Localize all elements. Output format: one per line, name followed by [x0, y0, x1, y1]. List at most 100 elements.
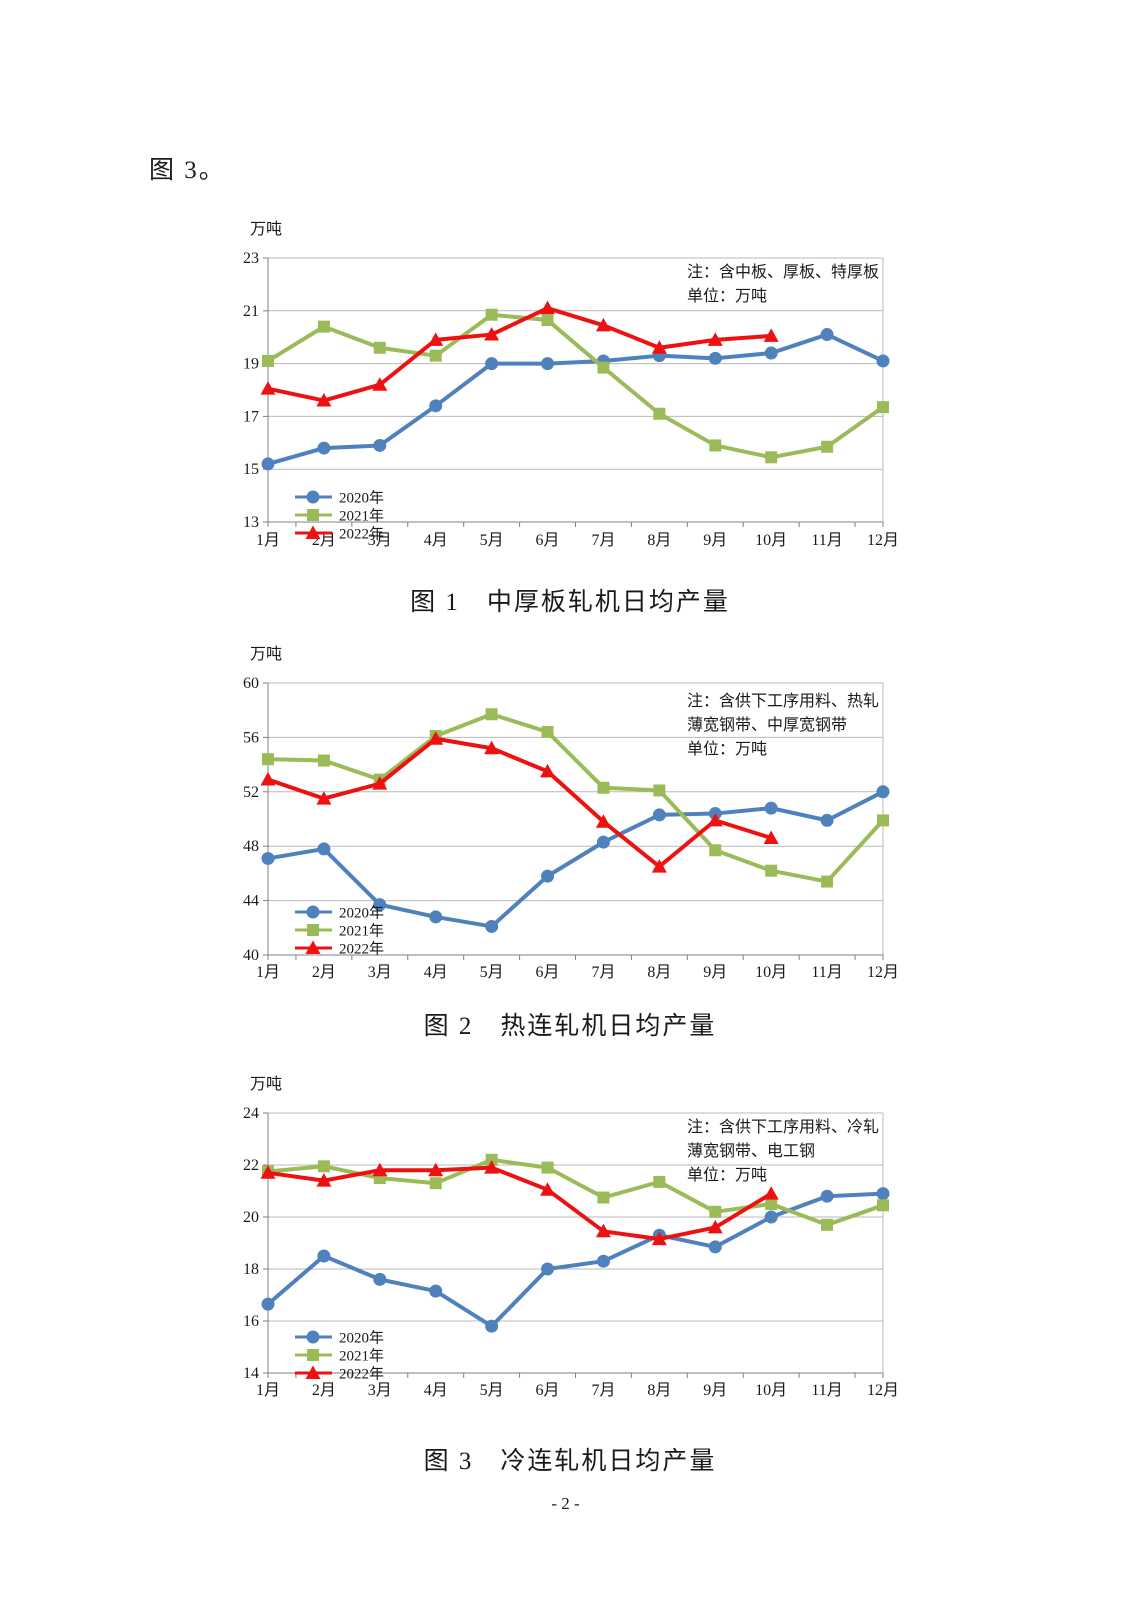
data-point-2022年 — [372, 1162, 388, 1177]
series-line-2021年 — [266, 1157, 885, 1227]
data-point-2021年 — [821, 1218, 834, 1231]
x-tick-label: 12月 — [867, 964, 899, 981]
data-point-2020年 — [876, 1187, 890, 1201]
data-point-2022年 — [484, 327, 500, 341]
data-point-2021年 — [765, 864, 778, 877]
data-point-2021年 — [541, 314, 554, 327]
data-point-2020年 — [764, 346, 778, 360]
x-tick-label: 12月 — [867, 1382, 899, 1399]
legend-marker-2020年 — [306, 490, 320, 504]
x-tick-label: 10月 — [755, 532, 787, 549]
x-tick-label: 9月 — [703, 1382, 727, 1399]
data-point-2022年 — [707, 812, 723, 827]
chart-note-line: 注：含中板、厚板、特厚板 — [687, 263, 879, 281]
x-tick-label: 8月 — [647, 532, 671, 549]
figure-3-cold-strip-mill-chart: 万吨 24 22 20 18 16 14 1月 2月 3月 4月 5月 6月 7月 8月 9月 10月 11月 12… — [225, 1065, 915, 1410]
x-tick-label: 3月 — [368, 532, 392, 549]
data-point-2020年 — [485, 357, 499, 371]
data-point-2022年 — [651, 340, 667, 354]
figure-1-medium-plate-mill-chart: 万吨 23 21 19 17 15 13 1月 2月 3月 4月 5月 6月 7月 8月 9月 10月 11月 12… — [225, 215, 915, 567]
x-tick-label: 6月 — [536, 964, 560, 981]
data-point-2021年 — [485, 708, 498, 721]
data-point-2020年 — [317, 842, 331, 856]
chart-note-line: 单位：万吨 — [687, 287, 767, 305]
data-point-2022年 — [484, 1160, 500, 1174]
series-line-2020年 — [266, 332, 885, 466]
data-point-2021年 — [541, 725, 554, 738]
legend-marker-2021年 — [307, 509, 319, 521]
data-point-2021年 — [485, 308, 498, 321]
data-point-2022年 — [540, 300, 556, 315]
y-tick-label: 13 — [243, 514, 259, 531]
data-point-2021年 — [653, 784, 666, 797]
data-point-2022年 — [260, 772, 276, 786]
data-point-2021年 — [653, 1175, 666, 1188]
legend-label-2022年: 2022年 — [339, 526, 384, 543]
y-tick-label: 15 — [243, 461, 259, 478]
y-tick-label: 60 — [243, 675, 259, 692]
data-point-2020年 — [820, 328, 834, 342]
x-tick-label: 6月 — [536, 1382, 560, 1399]
data-point-2021年 — [429, 1177, 442, 1190]
x-tick-label: 1月 — [256, 964, 280, 981]
data-point-2021年 — [877, 1199, 889, 1212]
data-point-2020年 — [429, 399, 443, 413]
x-tick-label: 7月 — [591, 532, 615, 549]
data-point-2020年 — [596, 835, 610, 849]
y-tick-label: 16 — [243, 1313, 259, 1330]
y-tick-label: 20 — [243, 1209, 259, 1226]
x-tick-label: 1月 — [256, 1382, 280, 1399]
data-point-2022年 — [707, 332, 723, 346]
data-point-2022年 — [484, 740, 500, 755]
data-point-2021年 — [429, 349, 442, 362]
data-point-2020年 — [261, 851, 275, 865]
legend-label-2020年: 2020年 — [339, 490, 384, 507]
chart-note-line: 单位：万吨 — [687, 1166, 767, 1184]
x-tick-label: 4月 — [424, 532, 448, 549]
data-point-2020年 — [876, 354, 890, 368]
chart-note-line: 薄宽钢带、电工钢 — [687, 1142, 815, 1160]
data-point-2022年 — [316, 393, 332, 407]
x-tick-label: 8月 — [647, 1382, 671, 1399]
data-point-2022年 — [428, 731, 444, 745]
data-point-2021年 — [373, 341, 386, 354]
x-tick-label: 7月 — [591, 1382, 615, 1399]
x-tick-label: 7月 — [591, 964, 615, 981]
data-point-2020年 — [541, 357, 555, 371]
x-tick-label: 11月 — [811, 1382, 842, 1399]
data-point-2021年 — [877, 401, 889, 414]
x-tick-label: 5月 — [480, 532, 504, 549]
data-point-2021年 — [317, 1160, 330, 1173]
y-tick-label: 17 — [243, 408, 259, 425]
data-point-2021年 — [317, 754, 330, 767]
legend-label-2021年: 2021年 — [339, 923, 384, 940]
data-point-2020年 — [317, 1249, 331, 1263]
data-point-2021年 — [262, 753, 274, 766]
page-number: - 2 - — [551, 1494, 580, 1513]
data-point-2021年 — [765, 451, 778, 464]
legend-marker-2021年 — [307, 1349, 319, 1361]
y-tick-label: 56 — [243, 729, 259, 746]
data-point-2021年 — [709, 1205, 722, 1218]
data-point-2020年 — [261, 1297, 275, 1311]
data-point-2020年 — [708, 1240, 722, 1254]
y-tick-label: 21 — [243, 303, 259, 320]
data-point-2021年 — [653, 407, 666, 420]
x-tick-label: 11月 — [811, 964, 842, 981]
data-point-2021年 — [877, 814, 889, 827]
y-tick-label: 19 — [243, 356, 259, 373]
data-point-2021年 — [709, 844, 722, 857]
x-tick-label: 3月 — [368, 1382, 392, 1399]
legend-label-2021年: 2021年 — [339, 1348, 384, 1365]
x-tick-label: 9月 — [703, 964, 727, 981]
data-point-2022年 — [651, 1231, 667, 1246]
x-tick-label: 12月 — [867, 532, 899, 549]
figure-2-caption: 图 2 热连轧机日均产量 — [423, 1013, 717, 1040]
data-point-2020年 — [876, 785, 890, 799]
figure-3-caption: 图 3 冷连轧机日均产量 — [423, 1448, 717, 1475]
data-point-2021年 — [317, 320, 330, 333]
data-point-2020年 — [373, 1272, 387, 1286]
data-point-2020年 — [485, 1319, 499, 1333]
data-point-2022年 — [595, 317, 611, 332]
